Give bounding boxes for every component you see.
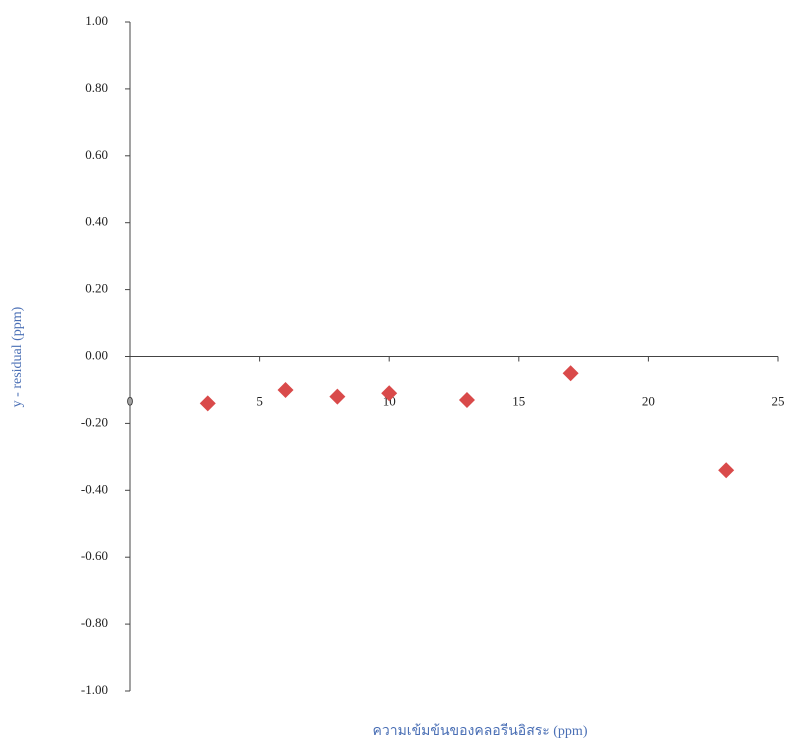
x-tick-label: 15 [512, 393, 525, 408]
point [562, 365, 579, 382]
x-tick-label: 20 [642, 393, 655, 408]
y-tick-label: 1.00 [85, 13, 108, 28]
point [329, 388, 346, 405]
point [199, 395, 216, 412]
y-tick-label: -0.20 [81, 414, 108, 429]
y-tick-label: -0.40 [81, 481, 108, 496]
y-tick-label: 0.00 [85, 347, 108, 362]
y-tick-label: 0.40 [85, 214, 108, 229]
point [277, 381, 294, 398]
y-tick-label: -0.80 [81, 615, 108, 630]
y-axis-label: y - residual (ppm) [10, 306, 25, 407]
point [458, 391, 475, 408]
x-axis-label: ความเข้มข้นของคลอรีนอิสระ (ppm) [372, 723, 587, 739]
y-tick-label: 0.80 [85, 80, 108, 95]
point [381, 385, 398, 402]
x-tick-label: 0 [127, 393, 134, 408]
y-tick-label: 0.20 [85, 281, 108, 296]
y-tick-label: -1.00 [81, 682, 108, 697]
y-tick-label: -0.60 [81, 548, 108, 563]
point [718, 462, 735, 479]
y-tick-label: 0.60 [85, 147, 108, 162]
x-tick-label: 25 [772, 393, 785, 408]
x-tick-label: 5 [256, 393, 263, 408]
